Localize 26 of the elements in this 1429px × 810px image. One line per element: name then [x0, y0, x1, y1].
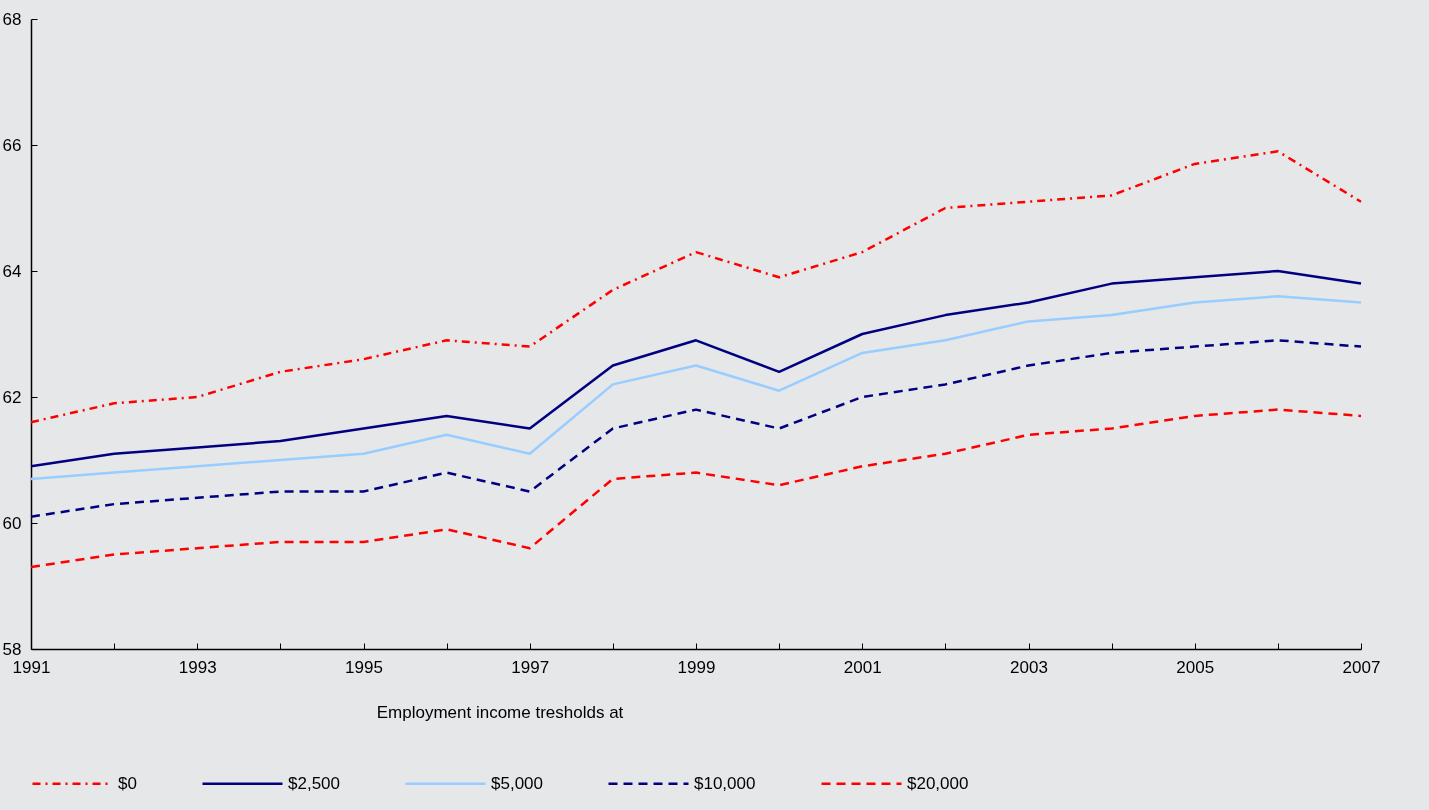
- legend-label: $10,000: [694, 773, 756, 793]
- line-series: [29, 294, 1363, 481]
- legend-label: $20,000: [907, 773, 969, 793]
- x-tick-label: 2007: [1342, 657, 1381, 677]
- x-tick-label: 2001: [843, 657, 882, 677]
- y-tick-label: 66: [2, 135, 22, 155]
- y-tick-label: 60: [2, 513, 22, 533]
- legend-label: $0: [118, 773, 137, 793]
- x-tick-label: 1999: [677, 657, 716, 677]
- line-series: [29, 408, 1363, 569]
- x-tick-label: 2003: [1010, 657, 1048, 677]
- x-tick-label: 1991: [12, 657, 51, 677]
- x-tick-label: 1997: [511, 657, 550, 677]
- line-series: [29, 339, 1363, 518]
- y-tick-label: 62: [2, 387, 22, 407]
- x-tick-label: 1993: [178, 657, 217, 677]
- x-tick-label: 2005: [1176, 657, 1215, 677]
- line-series: [29, 269, 1363, 468]
- line-series: [29, 150, 1363, 424]
- y-tick-label: 64: [2, 261, 22, 281]
- legend-label: $5,000: [491, 773, 543, 793]
- y-tick-label: 58: [2, 639, 22, 659]
- legend-title: Employment income tresholds at: [376, 703, 624, 722]
- x-tick-label: 1995: [345, 657, 383, 677]
- y-tick-label: 68: [2, 9, 22, 29]
- legend-label: $2,500: [288, 773, 340, 793]
